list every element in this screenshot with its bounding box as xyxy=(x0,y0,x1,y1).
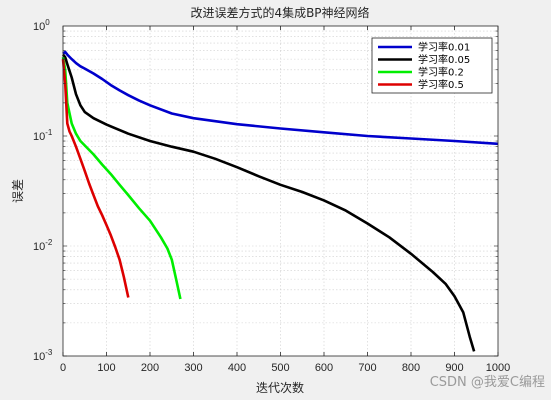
legend-label-0: 学习率0.01 xyxy=(418,41,470,54)
y-tick-label: 10-1 xyxy=(33,128,53,143)
chart-title: 改进误差方式的4集成BP神经网络 xyxy=(190,5,369,20)
x-tick-label: 100 xyxy=(97,362,115,374)
y-tick-exponent: 0 xyxy=(45,18,50,27)
tick-labels: 0 100 200 300 400 500 600 700 800 900 100010-310-2… xyxy=(33,18,510,374)
x-tick-label: 900 xyxy=(445,362,463,374)
series-line-3 xyxy=(61,58,130,298)
y-tick-label: 10-3 xyxy=(33,348,53,363)
ticks xyxy=(62,26,499,357)
series-line-1 xyxy=(62,53,476,352)
y-tick-label: 10-2 xyxy=(33,238,53,253)
x-tick-label: 800 xyxy=(402,362,420,374)
x-tick-label: 400 xyxy=(228,362,246,374)
x-tick-label: 300 xyxy=(184,362,202,374)
series-line-2 xyxy=(61,56,182,300)
y-tick-base: 10 xyxy=(33,351,45,363)
x-tick-label: 0 xyxy=(60,362,66,374)
legend-label-1: 学习率0.05 xyxy=(418,53,470,66)
x-tick-label: 700 xyxy=(358,362,376,374)
x-tick-label: 1000 xyxy=(486,362,510,374)
x-tick-label: 500 xyxy=(271,362,289,374)
grid xyxy=(63,26,498,356)
y-tick-base: 10 xyxy=(33,131,45,143)
series-line-0 xyxy=(62,50,499,146)
y-tick-label: 100 xyxy=(33,18,50,33)
legend-label-3: 学习率0.5 xyxy=(418,78,464,91)
y-tick-base: 10 xyxy=(33,241,45,253)
y-tick-exponent: -3 xyxy=(45,348,53,357)
x-axis-label: 迭代次数 xyxy=(256,380,304,395)
watermark: CSDN @我爱C编程 xyxy=(430,375,545,390)
y-axis-label: 误差 xyxy=(11,179,25,203)
y-tick-exponent: -1 xyxy=(45,128,53,137)
x-tick-label: 600 xyxy=(315,362,333,374)
series-layer xyxy=(61,50,499,352)
y-tick-exponent: -2 xyxy=(45,238,53,247)
y-tick-base: 10 xyxy=(33,21,45,33)
x-tick-label: 200 xyxy=(141,362,159,374)
legend-label-2: 学习率0.2 xyxy=(418,66,464,79)
